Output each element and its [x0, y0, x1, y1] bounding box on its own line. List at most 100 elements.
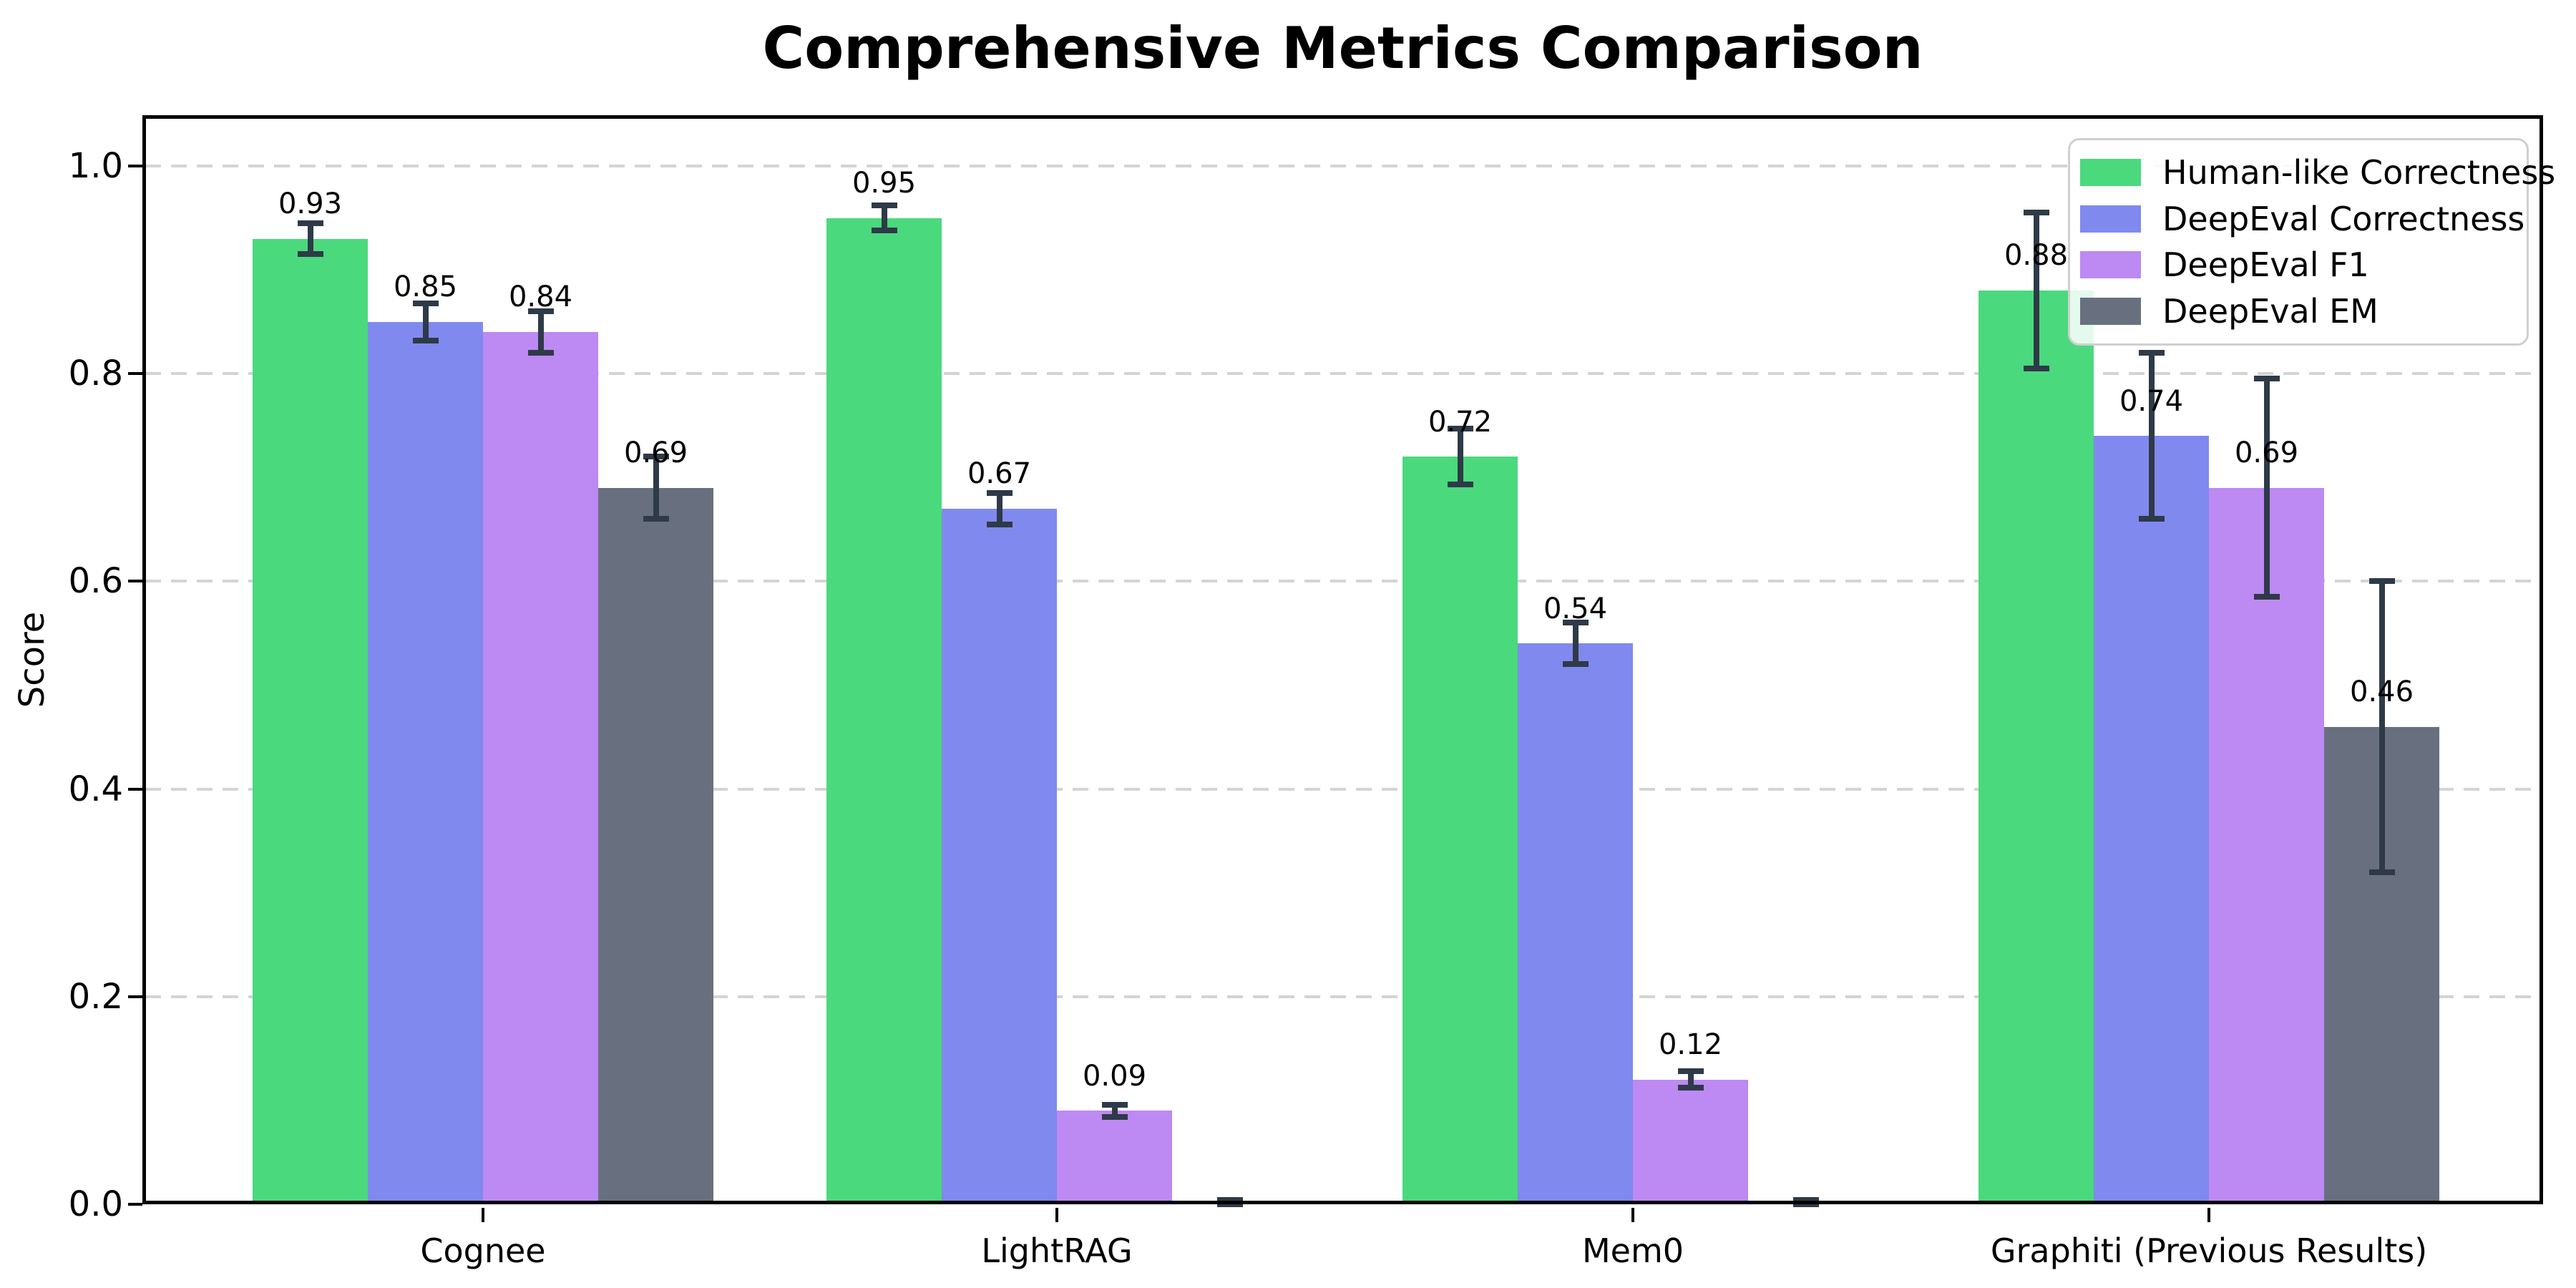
error-bar: [1457, 429, 1463, 485]
y-tick-mark: [128, 787, 142, 791]
error-bar: [537, 311, 544, 353]
error-bar: [422, 303, 429, 341]
error-bar-cap: [1447, 426, 1473, 432]
error-bar-cap: [2368, 578, 2395, 585]
y-tick-label: 0.0: [68, 1184, 123, 1224]
legend-item: Human-like Correctness: [2080, 153, 2555, 192]
gridline: [145, 787, 2540, 791]
bar: [942, 508, 1057, 1204]
x-tick-label: Graphiti (Previous Results): [1990, 1231, 2428, 1270]
legend-label: DeepEval Correctness: [2162, 199, 2525, 238]
legend-item: DeepEval F1: [2080, 245, 2519, 284]
bar-value-label: 0.93: [278, 187, 343, 220]
bar-value-label: 0.12: [1658, 1028, 1723, 1062]
bar-value-label: 0.46: [2349, 675, 2414, 708]
bar: [826, 218, 942, 1204]
x-tick-label: Cognee: [420, 1231, 546, 1270]
bar: [1979, 291, 2094, 1204]
legend-label: Human-like Correctness: [2162, 153, 2556, 192]
error-bar-cap: [2138, 516, 2165, 522]
bar: [1518, 643, 1633, 1204]
gridline: [145, 995, 2540, 998]
legend-swatch: [2080, 297, 2141, 325]
gridline: [145, 165, 2540, 167]
error-bar-cap: [412, 337, 439, 343]
bar-value-label: 0.88: [2004, 239, 2069, 273]
error-bar-cap: [1101, 1114, 1128, 1121]
error-bar: [307, 223, 313, 255]
legend-label: DeepEval F1: [2162, 245, 2369, 285]
legend: Human-like Correctness DeepEval Correctne…: [2068, 138, 2555, 346]
legend-item: DeepEval Correctness: [2080, 200, 2524, 238]
bar-value-label: 0.67: [967, 457, 1032, 491]
error-bar-cap: [1562, 620, 1589, 626]
error-bar-cap: [986, 490, 1013, 497]
y-axis-label: Score: [12, 611, 52, 708]
bar: [483, 332, 598, 1204]
error-bar: [2379, 581, 2385, 872]
error-bar-cap: [2368, 869, 2395, 875]
y-tick-label: 0.8: [68, 353, 123, 394]
bar-value-label: 0.85: [393, 270, 458, 303]
x-tick-mark: [2207, 1208, 2210, 1222]
legend-swatch: [2080, 251, 2141, 279]
y-tick-label: 0.4: [68, 769, 123, 809]
error-bar: [1572, 623, 1579, 665]
error-bar-cap: [412, 300, 439, 306]
error-bar-cap: [2023, 365, 2049, 371]
error-bar-cap: [1216, 1197, 1243, 1204]
bar: [368, 321, 483, 1204]
error-bar-cap: [1562, 661, 1589, 668]
legend-swatch: [2080, 205, 2141, 233]
y-tick-mark: [128, 580, 142, 583]
legend-item: DeepEval EM: [2080, 292, 2519, 331]
bar: [1633, 1079, 1748, 1204]
error-bar: [996, 493, 1002, 525]
error-bar-cap: [527, 350, 554, 356]
error-bar-cap: [2138, 350, 2165, 356]
error-bar-cap: [1677, 1068, 1704, 1075]
legend-label: DeepEval EM: [2162, 291, 2379, 331]
bar-value-label: 0.54: [1543, 592, 1608, 625]
bar: [253, 238, 368, 1204]
error-bar-cap: [2253, 594, 2280, 600]
y-tick-mark: [128, 1203, 142, 1206]
bar: [598, 487, 713, 1204]
error-bar-cap: [527, 308, 554, 315]
error-bar: [1687, 1071, 1694, 1088]
error-bar-cap: [1216, 1201, 1243, 1207]
error-bar-cap: [1447, 482, 1473, 488]
bar-value-label: 0.09: [1082, 1059, 1147, 1093]
x-tick-mark: [1055, 1208, 1058, 1222]
error-bar: [653, 457, 659, 519]
error-bar-cap: [297, 251, 323, 258]
y-tick-mark: [128, 372, 142, 376]
gridline: [145, 372, 2540, 376]
error-bar: [2033, 213, 2039, 369]
y-tick-label: 1.0: [68, 146, 123, 186]
error-bar: [881, 205, 887, 230]
error-bar-cap: [1677, 1085, 1704, 1091]
error-bar-cap: [1101, 1101, 1128, 1108]
chart-title: Comprehensive Metrics Comparison: [762, 15, 1923, 82]
y-tick-label: 0.2: [68, 976, 123, 1017]
error-bar: [2148, 353, 2155, 519]
bar-value-label: 0.74: [2119, 384, 2184, 418]
bar: [1057, 1111, 1172, 1204]
error-bar-cap: [2023, 210, 2049, 216]
error-bar-cap: [643, 516, 669, 522]
gridline: [145, 580, 2540, 583]
error-bar: [1111, 1104, 1118, 1118]
error-bar-cap: [643, 454, 669, 460]
error-bar-cap: [1792, 1197, 1819, 1204]
y-tick-mark: [128, 165, 142, 167]
bar-value-label: 0.95: [852, 166, 917, 200]
error-bar-cap: [1792, 1201, 1819, 1207]
y-tick-mark: [128, 995, 142, 998]
error-bar-cap: [986, 521, 1013, 527]
bar-value-label: 0.69: [623, 436, 688, 470]
x-tick-label: Mem0: [1581, 1231, 1684, 1270]
y-tick-label: 0.6: [68, 561, 123, 602]
bar-value-label: 0.72: [1428, 405, 1493, 439]
